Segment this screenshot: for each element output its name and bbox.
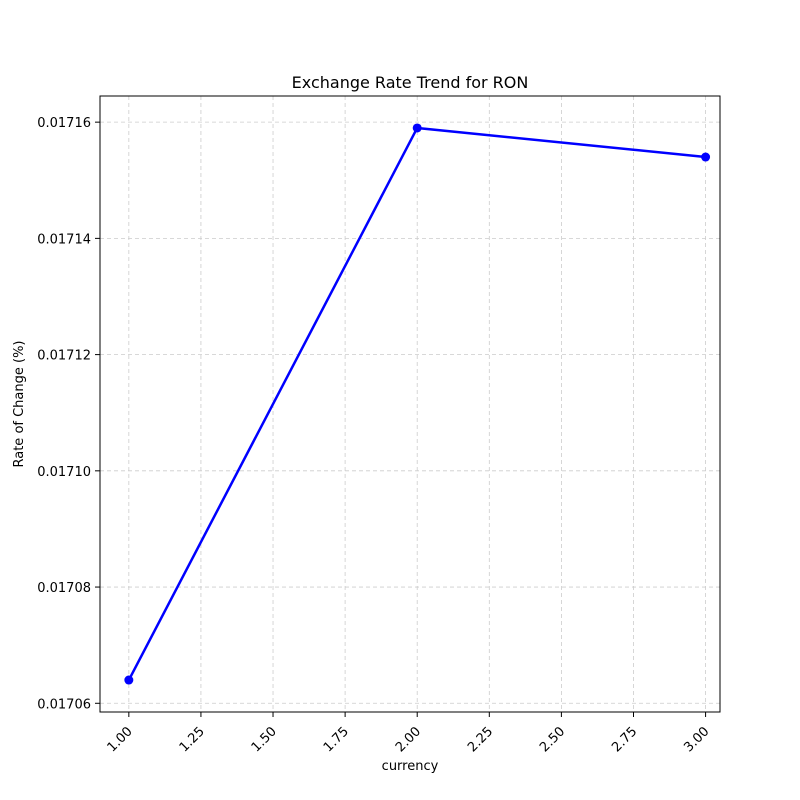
y-tick-label: 0.01710 [37, 465, 91, 480]
y-tick-label: 0.01714 [37, 232, 91, 247]
y-axis-label: Rate of Change (%) [12, 340, 27, 467]
data-series [124, 123, 711, 685]
plot-frame [99, 95, 721, 713]
data-point [412, 123, 422, 133]
y-tick-label: 0.01706 [37, 697, 91, 712]
y-tick-label: 0.01716 [37, 116, 91, 131]
data-point [701, 152, 711, 162]
y-tick-label: 0.01708 [37, 581, 91, 596]
chart-title: Exchange Rate Trend for RON [292, 73, 529, 92]
x-axis-label: currency [382, 759, 439, 774]
grid-lines [100, 96, 720, 712]
data-point [124, 675, 134, 685]
y-tick-label: 0.01712 [37, 349, 91, 364]
